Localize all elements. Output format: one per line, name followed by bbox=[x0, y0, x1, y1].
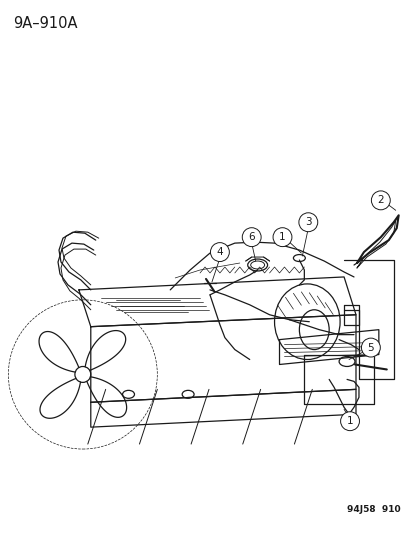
Circle shape bbox=[298, 213, 317, 232]
Text: 1: 1 bbox=[346, 416, 352, 426]
Text: 94J58  910: 94J58 910 bbox=[346, 505, 400, 514]
Text: 9A–910A: 9A–910A bbox=[13, 17, 78, 31]
Circle shape bbox=[370, 191, 389, 210]
Text: 5: 5 bbox=[367, 343, 373, 352]
Circle shape bbox=[210, 243, 229, 262]
Text: 1: 1 bbox=[278, 232, 285, 242]
Text: 4: 4 bbox=[216, 247, 223, 257]
Text: 6: 6 bbox=[248, 232, 254, 242]
Circle shape bbox=[273, 228, 291, 247]
Circle shape bbox=[361, 338, 380, 357]
Circle shape bbox=[242, 228, 261, 247]
Text: 3: 3 bbox=[304, 217, 311, 227]
Text: 2: 2 bbox=[377, 196, 383, 205]
Circle shape bbox=[340, 411, 358, 431]
